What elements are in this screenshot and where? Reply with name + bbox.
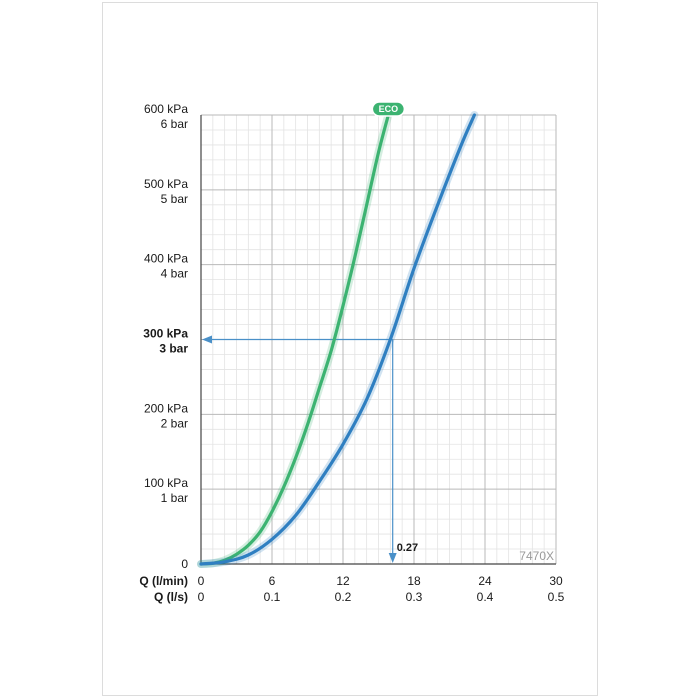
x-axis-title-ls: Q (l/s) [154, 590, 188, 604]
x-tick-label-lmin: 24 [478, 574, 492, 588]
eco-badge [371, 101, 406, 117]
x-tick-label-ls: 0 [198, 590, 205, 604]
annotation: 0.27 [202, 335, 418, 563]
y-tick-label-bar: 5 bar [161, 192, 188, 206]
x-ticks: 0 0 6 0.1 12 0.2 18 0.3 24 0.4 30 0.5 [198, 574, 565, 604]
x-tick-label-lmin: 6 [269, 574, 276, 588]
series-line [199, 113, 390, 566]
annotation-label: 0.27 [397, 542, 418, 554]
y-tick-label-kpa: 600 kPa [144, 102, 188, 116]
y-tick-label-kpa: 500 kPa [144, 177, 188, 191]
y-tick-label-bar: 2 bar [161, 416, 188, 430]
y-tick-label-kpa: 0 [181, 557, 188, 571]
eco-badge-label: ECO [379, 104, 399, 114]
y-tick-label-kpa: 100 kPa [144, 476, 188, 490]
y-tick-label-bar: 1 bar [161, 491, 188, 505]
y-tick-label-bar: 4 bar [161, 267, 188, 281]
x-tick-label-ls: 0.2 [335, 590, 352, 604]
axes [200, 115, 556, 565]
annotation-arrow-down [388, 553, 397, 563]
x-tick-label-ls: 0.1 [264, 590, 281, 604]
y-tick-label-bar: 6 bar [161, 117, 188, 131]
x-axis-title-lmin: Q (l/min) [139, 574, 188, 588]
x-tick-label-ls: 0.4 [477, 590, 494, 604]
y-tick-label-kpa: 300 kPa [143, 327, 188, 341]
x-tick-label-lmin: 0 [198, 574, 205, 588]
series: ECO [197, 101, 479, 568]
x-tick-label-ls: 0.5 [548, 590, 565, 604]
y-tick-label-kpa: 400 kPa [144, 252, 188, 266]
x-tick-label-ls: 0.3 [406, 590, 423, 604]
y-tick-label-bar: 3 bar [159, 342, 188, 356]
x-tick-label-lmin: 30 [549, 574, 563, 588]
model-label: 7470X [519, 549, 554, 563]
y-tick-label-kpa: 200 kPa [144, 401, 188, 415]
annotation-arrow-left [202, 335, 212, 344]
series-line [199, 113, 476, 566]
x-tick-label-lmin: 18 [407, 574, 421, 588]
page-frame [102, 2, 598, 696]
x-tick-label-lmin: 12 [336, 574, 350, 588]
